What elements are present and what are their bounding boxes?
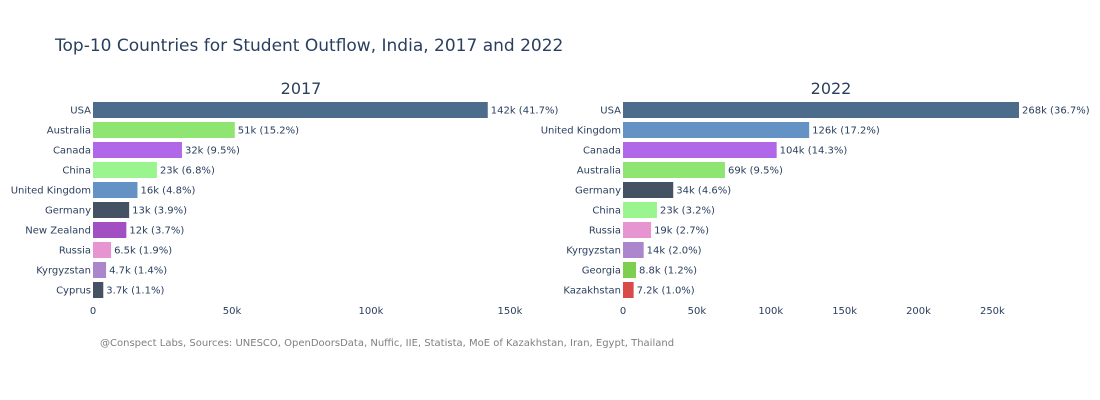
bar[interactable] — [93, 182, 138, 198]
category-label: Kazakhstan — [563, 286, 621, 297]
category-label: Russia — [59, 246, 91, 257]
bar[interactable] — [93, 242, 112, 258]
category-label: Canada — [583, 146, 621, 157]
bar-value-label: 13k (3.9%) — [132, 206, 187, 217]
category-label: Canada — [53, 146, 91, 157]
bar[interactable] — [623, 222, 652, 238]
bar-value-label: 23k (6.8%) — [160, 166, 215, 177]
bar[interactable] — [623, 102, 1019, 118]
category-label: USA — [600, 106, 621, 117]
bar[interactable] — [93, 202, 130, 218]
category-label: Kyrgyzstan — [36, 266, 91, 277]
x-tick-label: 150k — [498, 306, 523, 317]
category-label: Cyprus — [56, 286, 91, 297]
panel-2022: 2022 0 50k 100k 150k 200k 250k USA 268k (36.7%) U… — [541, 79, 1090, 317]
panel-2017: 2017 0 50k 100k 150k USA 142k (41.7%) Australia… — [11, 79, 559, 317]
bar[interactable] — [623, 202, 657, 218]
x-tick-label: 100k — [359, 306, 384, 317]
bar[interactable] — [623, 162, 725, 178]
bar-value-label: 4.7k (1.4%) — [109, 266, 167, 277]
bar[interactable] — [623, 142, 777, 158]
bar[interactable] — [623, 262, 637, 278]
bar[interactable] — [93, 122, 235, 138]
bar-value-label: 34k (4.6%) — [676, 186, 731, 197]
panel-subtitle: 2022 — [811, 79, 852, 98]
category-label: Kyrgyzstan — [566, 246, 621, 257]
bar-value-label: 104k (14.3%) — [780, 146, 848, 157]
bar-value-label: 14k (2.0%) — [647, 246, 702, 257]
x-tick-label: 100k — [758, 306, 783, 317]
category-label: China — [62, 166, 91, 177]
bar-value-label: 3.7k (1.1%) — [106, 286, 164, 297]
bar[interactable] — [93, 262, 107, 278]
bar[interactable] — [93, 102, 488, 118]
bar[interactable] — [623, 242, 644, 258]
bar-value-label: 6.5k (1.9%) — [114, 246, 172, 257]
bar-value-label: 8.8k (1.2%) — [639, 266, 697, 277]
bar-value-label: 23k (3.2%) — [660, 206, 715, 217]
bar[interactable] — [623, 182, 674, 198]
x-tick-label: 50k — [223, 306, 242, 317]
x-tick-label: 150k — [832, 306, 857, 317]
bar-value-label: 69k (9.5%) — [728, 166, 783, 177]
category-label: United Kingdom — [11, 186, 91, 197]
category-label: China — [592, 206, 621, 217]
x-tick-label: 200k — [906, 306, 931, 317]
bar-value-label: 32k (9.5%) — [185, 146, 240, 157]
bar[interactable] — [93, 222, 127, 238]
category-label: Australia — [47, 126, 91, 137]
category-label: New Zealand — [25, 226, 91, 237]
category-label: Germany — [45, 206, 91, 217]
x-tick-label: 0 — [90, 306, 96, 317]
bar[interactable] — [93, 282, 104, 298]
bar[interactable] — [93, 142, 182, 158]
x-tick-label: 0 — [620, 306, 626, 317]
bar-value-label: 19k (2.7%) — [654, 226, 709, 237]
category-label: Germany — [575, 186, 621, 197]
category-label: Australia — [577, 166, 621, 177]
bar-value-label: 7.2k (1.0%) — [637, 286, 695, 297]
source-note: @Conspect Labs, Sources: UNESCO, OpenDoo… — [100, 338, 674, 349]
bar-value-label: 126k (17.2%) — [812, 126, 880, 137]
chart-title: Top-10 Countries for Student Outflow, In… — [54, 36, 563, 56]
bar-value-label: 268k (36.7%) — [1022, 106, 1090, 117]
bar[interactable] — [623, 282, 634, 298]
category-label: United Kingdom — [541, 126, 621, 137]
bar-value-label: 142k (41.7%) — [491, 106, 559, 117]
bar[interactable] — [623, 122, 810, 138]
bar-value-label: 51k (15.2%) — [238, 126, 299, 137]
panel-subtitle: 2017 — [281, 79, 322, 98]
x-tick-label: 250k — [980, 306, 1005, 317]
bar-value-label: 16k (4.8%) — [140, 186, 195, 197]
category-label: USA — [70, 106, 91, 117]
bar[interactable] — [93, 162, 157, 178]
category-label: Russia — [589, 226, 621, 237]
bar-value-label: 12k (3.7%) — [129, 226, 184, 237]
x-tick-label: 50k — [688, 306, 707, 317]
category-label: Georgia — [582, 266, 621, 277]
